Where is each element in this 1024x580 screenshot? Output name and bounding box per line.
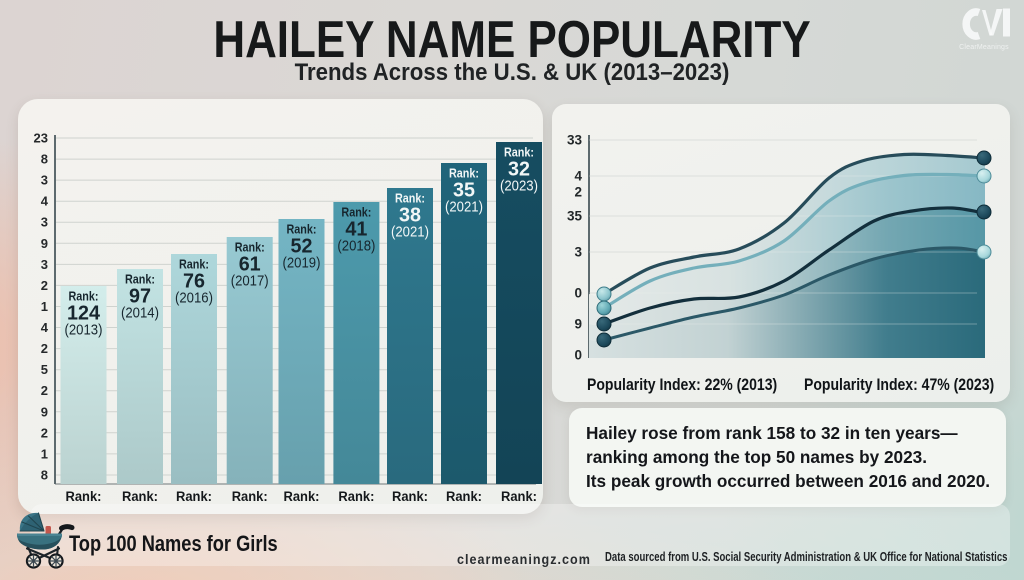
svg-text:38: 38 bbox=[399, 204, 421, 227]
svg-text:124: 124 bbox=[67, 302, 101, 325]
svg-text:32: 32 bbox=[508, 158, 530, 181]
svg-text:2: 2 bbox=[41, 383, 48, 398]
svg-text:0: 0 bbox=[574, 348, 582, 363]
svg-text:1: 1 bbox=[41, 299, 48, 314]
svg-text:(2021): (2021) bbox=[391, 225, 429, 241]
svg-text:97: 97 bbox=[129, 285, 151, 308]
svg-text:(2017): (2017) bbox=[231, 274, 269, 290]
svg-text:5: 5 bbox=[41, 362, 48, 377]
svg-text:Rank:: Rank: bbox=[66, 489, 102, 504]
svg-text:Rank:: Rank: bbox=[504, 145, 534, 160]
svg-text:(2013): (2013) bbox=[65, 323, 103, 339]
svg-text:4: 4 bbox=[574, 169, 582, 184]
svg-text:2: 2 bbox=[574, 185, 582, 200]
svg-text:0: 0 bbox=[574, 286, 582, 301]
svg-text:76: 76 bbox=[183, 270, 205, 293]
svg-text:2: 2 bbox=[41, 425, 48, 440]
svg-text:Rank:: Rank: bbox=[69, 289, 99, 304]
svg-text:Rank:: Rank: bbox=[235, 240, 265, 255]
svg-text:35: 35 bbox=[567, 209, 583, 224]
svg-text:52: 52 bbox=[291, 235, 313, 258]
svg-text:3: 3 bbox=[574, 245, 582, 260]
svg-text:2: 2 bbox=[41, 341, 48, 356]
svg-text:8: 8 bbox=[41, 468, 48, 483]
svg-text:(2021): (2021) bbox=[445, 200, 483, 216]
svg-text:(2018): (2018) bbox=[337, 239, 375, 255]
svg-text:1: 1 bbox=[41, 446, 48, 461]
svg-text:4: 4 bbox=[41, 320, 49, 335]
svg-text:Rank:: Rank: bbox=[287, 222, 317, 237]
svg-text:61: 61 bbox=[239, 253, 261, 276]
svg-text:4: 4 bbox=[41, 194, 49, 209]
svg-text:(2014): (2014) bbox=[121, 306, 159, 322]
svg-text:Rank:: Rank: bbox=[446, 489, 482, 504]
svg-text:Rank:: Rank: bbox=[232, 489, 268, 504]
svg-text:Rank:: Rank: bbox=[501, 489, 537, 504]
svg-text:Rank:: Rank: bbox=[176, 489, 212, 504]
svg-text:Rank:: Rank: bbox=[449, 166, 479, 181]
svg-text:9: 9 bbox=[41, 236, 48, 251]
svg-text:Rank:: Rank: bbox=[179, 257, 209, 272]
svg-text:2: 2 bbox=[41, 278, 48, 293]
svg-text:Rank:: Rank: bbox=[395, 191, 425, 206]
svg-text:8: 8 bbox=[41, 152, 48, 167]
svg-text:(2023): (2023) bbox=[500, 179, 538, 195]
svg-text:Rank:: Rank: bbox=[341, 205, 371, 220]
svg-text:3: 3 bbox=[41, 215, 48, 230]
svg-text:3: 3 bbox=[41, 173, 48, 188]
svg-text:9: 9 bbox=[41, 404, 48, 419]
svg-text:33: 33 bbox=[567, 133, 583, 148]
svg-text:(2019): (2019) bbox=[283, 256, 321, 272]
svg-text:Rank:: Rank: bbox=[284, 489, 320, 504]
svg-text:(2016): (2016) bbox=[175, 291, 213, 307]
svg-text:Rank:: Rank: bbox=[338, 489, 374, 504]
svg-text:Rank:: Rank: bbox=[392, 489, 428, 504]
svg-text:Rank:: Rank: bbox=[122, 489, 158, 504]
svg-text:9: 9 bbox=[574, 317, 582, 332]
svg-text:41: 41 bbox=[345, 218, 367, 241]
svg-text:23: 23 bbox=[34, 131, 48, 146]
svg-text:35: 35 bbox=[453, 179, 475, 202]
svg-text:3: 3 bbox=[41, 257, 48, 272]
svg-text:Rank:: Rank: bbox=[125, 272, 155, 287]
